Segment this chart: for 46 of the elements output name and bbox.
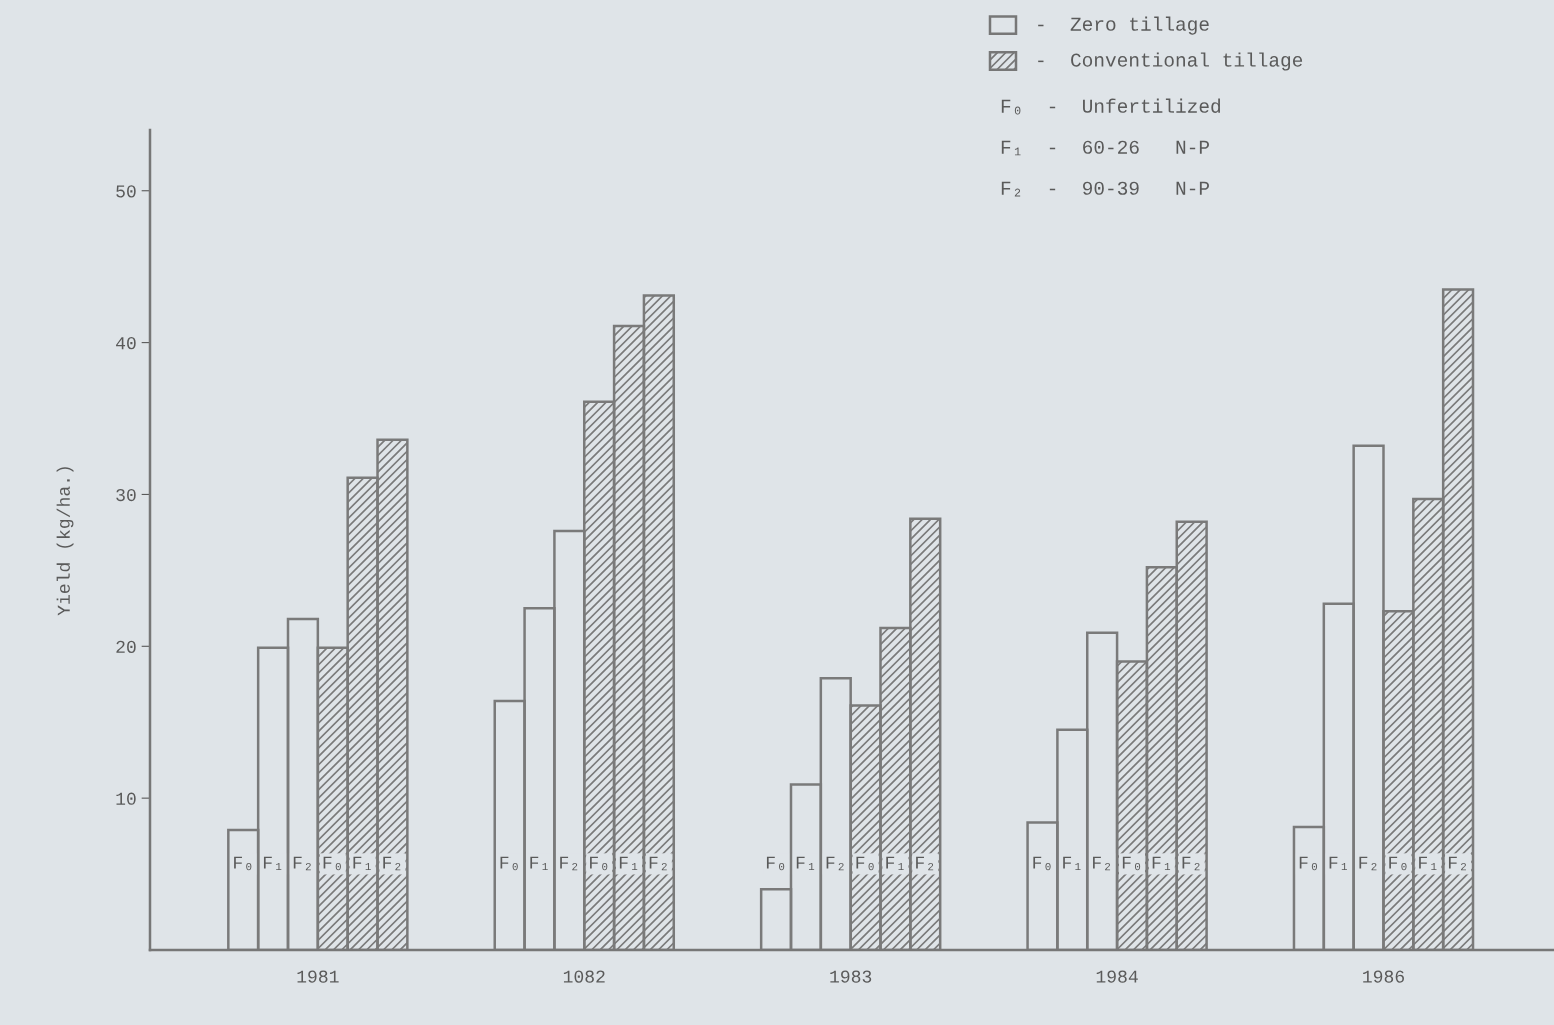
y-tick-label: 30 xyxy=(116,488,136,502)
x-tick-label: 1984 xyxy=(1096,970,1138,983)
text: F₀ xyxy=(766,856,785,871)
text: F₂ xyxy=(383,856,401,871)
y-axis-title: Yield (kg/ha.) xyxy=(56,467,74,616)
text: F₀ xyxy=(323,856,341,871)
text: F₁ xyxy=(619,856,638,871)
x-tick-label: 1082 xyxy=(563,970,605,983)
text: - Conventional tillage xyxy=(1038,52,1303,71)
y-tick-label: 40 xyxy=(116,337,136,350)
y-tick-label: 20 xyxy=(116,640,136,654)
text: F₁ xyxy=(1063,856,1081,871)
y-tick-label: 10 xyxy=(116,792,136,805)
text: F₂ xyxy=(560,856,578,871)
text: F₁ xyxy=(1152,856,1171,871)
x-tick-label: 1983 xyxy=(830,970,872,983)
text: F₂ xyxy=(1448,856,1466,871)
annotation: F₁ - 60-26 N-P xyxy=(1001,140,1209,156)
text: - Zero tillage xyxy=(1038,16,1209,35)
text: F₀ xyxy=(590,856,608,871)
text: F₂ xyxy=(293,856,311,871)
y-tick-label: 50 xyxy=(116,185,136,198)
text: F₁ xyxy=(263,856,282,871)
text: F₁ xyxy=(796,856,815,871)
text: F₀ xyxy=(1299,856,1318,871)
text: F₀ xyxy=(1389,856,1407,871)
text: F₀ xyxy=(856,856,874,871)
series-label: F₁ xyxy=(886,856,904,871)
text: F₂ xyxy=(1093,856,1111,871)
text: F₂ xyxy=(649,856,667,871)
text: F₂ xyxy=(916,856,934,871)
series-label: F₀ xyxy=(1122,856,1141,871)
x-tick-label: 1981 xyxy=(297,970,339,983)
text: F₁ xyxy=(1329,856,1347,871)
series-label: F₁ xyxy=(530,856,548,871)
text: F₀ xyxy=(234,856,252,871)
x-tick-label: 1986 xyxy=(1363,970,1404,983)
text: F₁ xyxy=(1419,856,1437,871)
text: F₀ - Unfertilized xyxy=(1001,98,1220,115)
series-label: F₂ xyxy=(826,856,844,871)
text: F₂ xyxy=(1359,856,1377,871)
series-label: F₂ xyxy=(1182,856,1200,871)
text: F₁ xyxy=(353,856,371,871)
series-label: F₀ xyxy=(500,856,518,871)
text: F₀ xyxy=(1033,856,1051,871)
annotation: F₂ - 90-39 N-P xyxy=(1001,181,1209,197)
